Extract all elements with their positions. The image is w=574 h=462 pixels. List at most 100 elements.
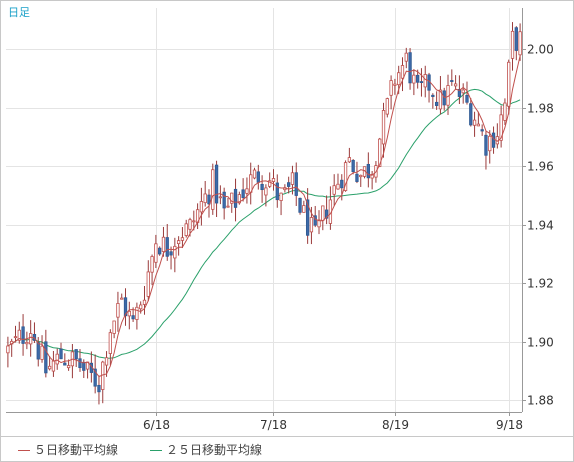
candle-down xyxy=(366,163,370,179)
candle-up xyxy=(317,219,321,228)
candle-up xyxy=(332,185,336,195)
candle-up xyxy=(211,169,215,210)
candle-down xyxy=(131,315,135,320)
candle-up xyxy=(290,172,295,185)
candle-up xyxy=(192,220,196,223)
candle-up xyxy=(120,297,124,300)
candle-up xyxy=(108,332,112,354)
candle-up xyxy=(397,72,401,86)
candle-up xyxy=(199,201,204,213)
candle-up xyxy=(218,196,223,199)
candle-up xyxy=(507,61,511,107)
candle-up xyxy=(393,83,397,86)
tick-label-layer: 2.00 1.98 1.96 1.94 1.92 1.90 1.88 6/18 7/18 8/19… xyxy=(143,43,554,433)
candle-up xyxy=(127,310,131,317)
y-tick-label: 1.96 xyxy=(527,160,554,174)
legend-swatch-ma25 xyxy=(150,450,162,451)
candle-up xyxy=(472,119,477,126)
candle-down xyxy=(97,384,101,393)
candle-up xyxy=(370,173,374,179)
candle-up xyxy=(488,135,492,152)
candle-down xyxy=(275,182,279,201)
candle-up xyxy=(104,357,109,366)
candle-up xyxy=(453,83,458,87)
candle-up xyxy=(180,237,185,241)
candle-down xyxy=(207,194,211,205)
x-tick-label: 9/18 xyxy=(496,418,523,432)
candle-down xyxy=(44,341,48,374)
candle-up xyxy=(378,138,382,167)
candle-down xyxy=(450,80,454,82)
candle-down xyxy=(78,358,82,369)
candle-down xyxy=(355,173,359,182)
y-tick-label: 1.94 xyxy=(527,219,554,233)
candle-up xyxy=(389,80,393,96)
candle-up xyxy=(503,102,507,121)
candle-down xyxy=(256,171,260,183)
candle-down xyxy=(469,103,473,126)
candle-down xyxy=(222,191,226,209)
legend-item-ma5: ５日移動平均線 xyxy=(18,441,118,457)
candle-down xyxy=(214,164,219,204)
candle-up xyxy=(309,217,314,233)
legend-swatch-ma5 xyxy=(18,450,30,451)
candle-up xyxy=(13,336,18,339)
candle-up xyxy=(29,333,33,345)
legend-item-ma25: ２５日移動平均線 xyxy=(150,441,262,457)
y-tick-label: 1.90 xyxy=(527,336,554,350)
candles-layer xyxy=(6,22,522,405)
candle-down xyxy=(408,52,412,84)
candle-down xyxy=(305,199,310,236)
candle-down xyxy=(241,189,245,198)
candle-down xyxy=(491,132,496,148)
candle-up xyxy=(245,188,249,194)
candle-down xyxy=(93,368,97,387)
legend-label-ma25: ２５日移動平均線 xyxy=(166,443,263,457)
candle-up xyxy=(271,178,276,182)
candle-up xyxy=(142,299,147,305)
grid-layer xyxy=(6,8,522,412)
candle-up xyxy=(438,89,443,110)
candle-up xyxy=(347,157,352,163)
candle-down xyxy=(287,182,291,187)
candle-up xyxy=(112,320,116,334)
ma25-line xyxy=(7,88,521,359)
candle-up xyxy=(230,192,234,204)
candle-up xyxy=(139,304,143,310)
candle-up xyxy=(249,174,253,193)
candle-down xyxy=(21,326,25,344)
candle-up xyxy=(476,123,481,127)
legend-label-ma5: ５日移動平均線 xyxy=(34,443,119,457)
x-tick-label: 8/19 xyxy=(382,418,409,432)
candle-up xyxy=(116,303,120,318)
candle-up xyxy=(17,329,21,341)
candle-up xyxy=(176,240,181,245)
candle-up xyxy=(237,194,241,204)
y-tick-label: 1.88 xyxy=(527,394,554,408)
y-tick-label: 1.92 xyxy=(527,277,554,291)
candle-down xyxy=(514,27,518,51)
legend: ５日移動平均線 ２５日移動平均線 xyxy=(0,436,574,462)
candle-up xyxy=(268,180,272,187)
candle-up xyxy=(385,98,389,115)
x-tick-label: 6/18 xyxy=(143,418,170,432)
candle-up xyxy=(188,219,192,230)
candle-down xyxy=(419,81,424,83)
ma5-line xyxy=(7,55,521,378)
candle-up xyxy=(343,162,348,191)
candle-up xyxy=(51,360,56,372)
period-label: 日足 xyxy=(8,6,30,19)
candle-down xyxy=(324,209,329,219)
candle-up xyxy=(461,89,465,94)
candle-up xyxy=(400,65,405,79)
candle-up xyxy=(264,187,268,196)
candle-up xyxy=(302,205,306,213)
candle-down xyxy=(484,134,488,156)
candle-up xyxy=(404,52,408,62)
candle-up xyxy=(154,243,158,263)
candle-down xyxy=(169,251,173,256)
candle-up xyxy=(423,74,427,88)
